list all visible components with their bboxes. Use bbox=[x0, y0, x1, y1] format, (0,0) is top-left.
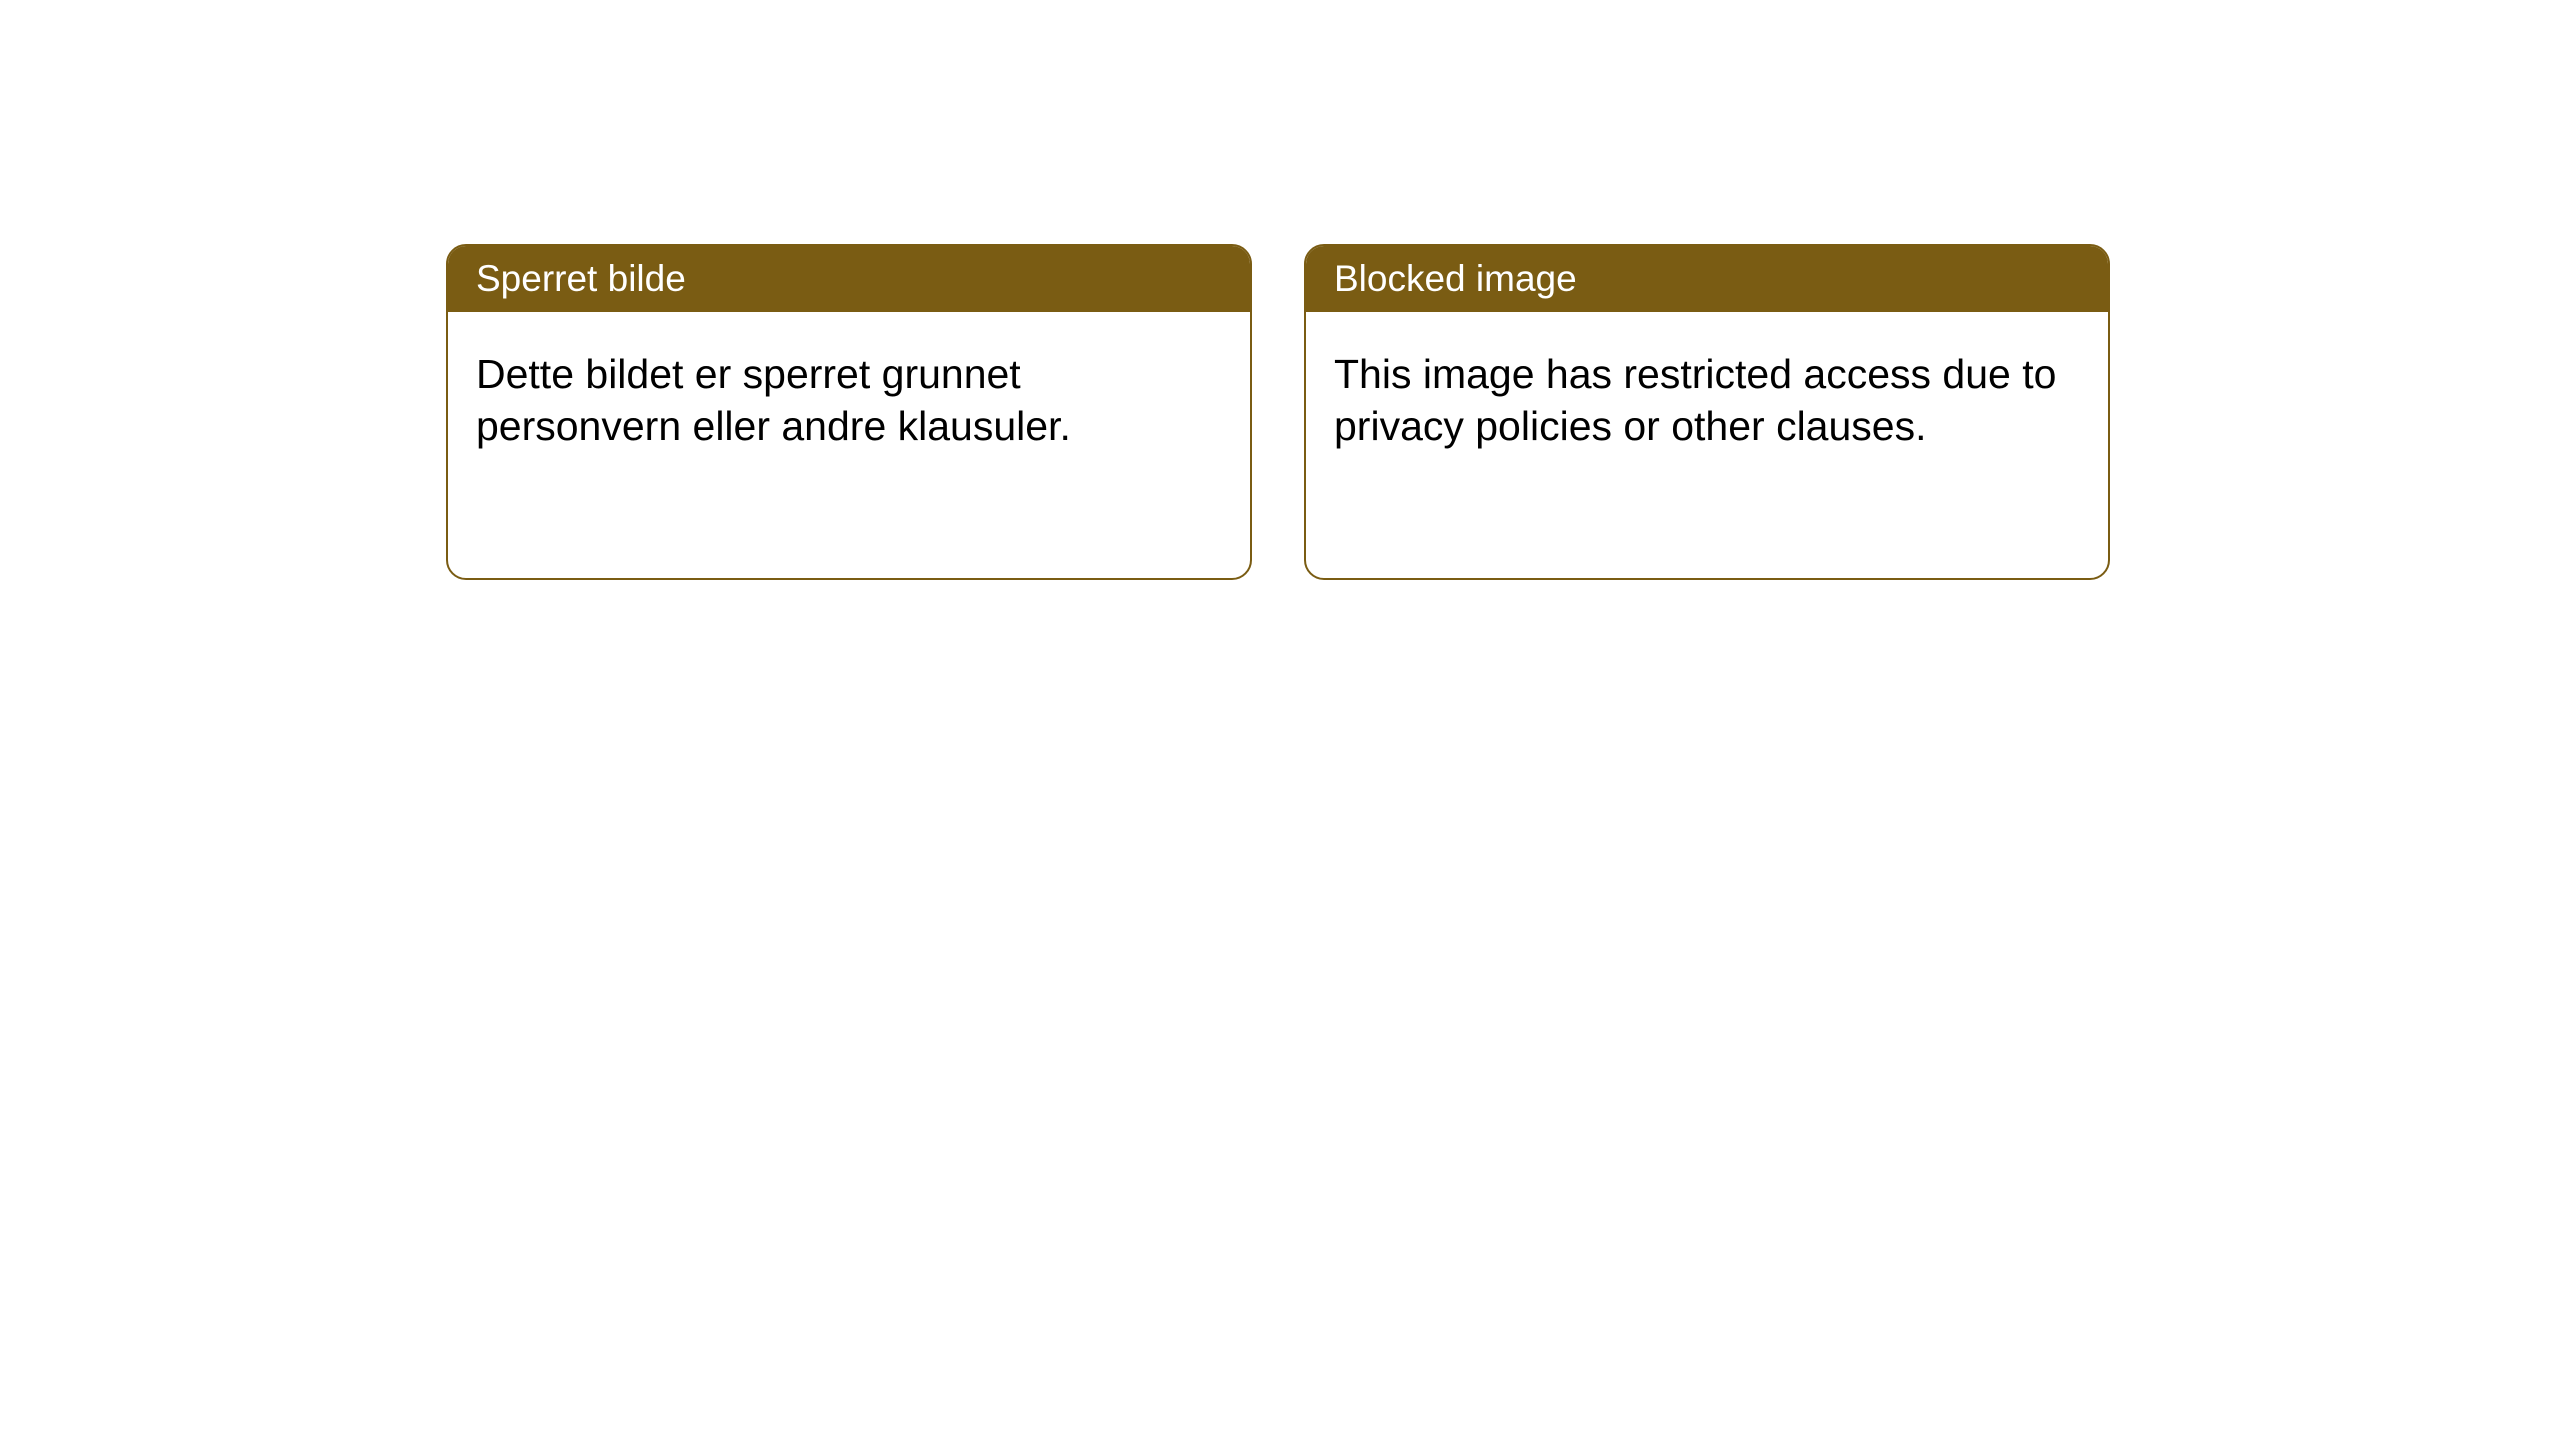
notice-card-norwegian: Sperret bilde Dette bildet er sperret gr… bbox=[446, 244, 1252, 580]
notice-title: Sperret bilde bbox=[476, 258, 686, 299]
notice-cards-container: Sperret bilde Dette bildet er sperret gr… bbox=[446, 244, 2110, 580]
notice-header: Blocked image bbox=[1306, 246, 2108, 312]
notice-card-english: Blocked image This image has restricted … bbox=[1304, 244, 2110, 580]
notice-body: Dette bildet er sperret grunnet personve… bbox=[448, 312, 1250, 489]
notice-message: This image has restricted access due to … bbox=[1334, 351, 2056, 449]
notice-title: Blocked image bbox=[1334, 258, 1577, 299]
notice-header: Sperret bilde bbox=[448, 246, 1250, 312]
notice-message: Dette bildet er sperret grunnet personve… bbox=[476, 351, 1071, 449]
notice-body: This image has restricted access due to … bbox=[1306, 312, 2108, 489]
